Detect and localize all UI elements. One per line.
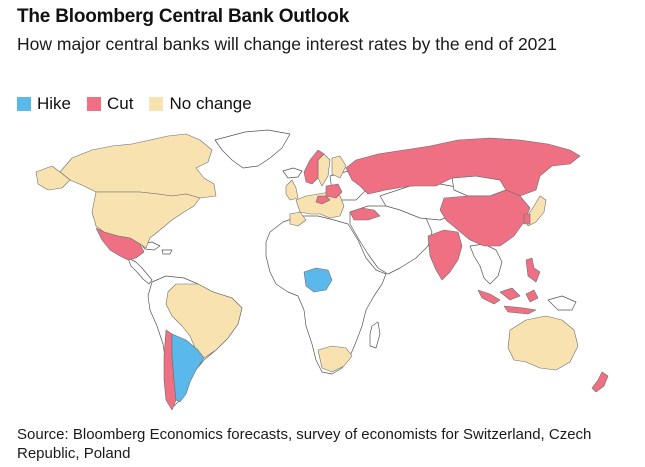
countries-no-change [35,133,579,373]
landmass-madagascar [369,321,381,349]
country-new-zealand [591,371,609,393]
country-czech-republic [315,195,331,205]
legend-item-cut: Cut [87,94,133,114]
country-south-korea [523,213,531,225]
country-sweden [317,153,331,187]
countries-cut [95,137,609,411]
country-brazil [165,283,243,359]
country-finland [331,155,347,179]
landmass-africa [265,215,387,375]
country-nigeria [303,267,333,293]
landmass-central-america [127,257,153,285]
world-map [35,129,609,411]
chart-subtitle: How major central banks will change inte… [17,34,557,54]
landmass-caribbean [140,241,173,255]
legend-item-hike: Hike [17,94,71,114]
countries-hike [171,267,333,403]
legend: Hike Cut No change [17,94,268,114]
chart-title: The Bloomberg Central Bank Outlook [17,6,350,27]
country-china [439,189,531,247]
country-philippines [525,257,541,283]
country-spain [289,211,307,227]
legend-label-hike: Hike [37,94,72,113]
country-euro-area [295,191,345,219]
country-turkey [349,207,381,221]
legend-swatch-no-change [149,97,164,111]
country-mexico [95,227,145,261]
landmass-southeast-asia [469,243,503,285]
legend-label-no-change: No change [169,94,252,113]
landmass-iceland [282,167,303,179]
legend-swatch-cut [87,97,102,111]
landmass-greenland [214,129,291,169]
country-united-kingdom [285,179,299,201]
country-poland [325,183,343,199]
country-canada [59,133,217,199]
country-india [427,229,463,281]
country-south-africa [317,345,353,373]
country-alaska [35,165,71,191]
country-argentina [171,333,205,403]
legend-item-no-change: No change [149,94,252,114]
legend-label-cut: Cut [107,94,134,113]
country-norway [303,149,325,185]
country-russia [345,137,581,197]
source-note: Source: Bloomberg Economics forecasts, s… [17,426,592,462]
legend-swatch-hike [17,97,31,111]
country-australia [507,315,579,371]
landmass-papua [547,295,577,311]
country-indonesia [477,287,539,315]
